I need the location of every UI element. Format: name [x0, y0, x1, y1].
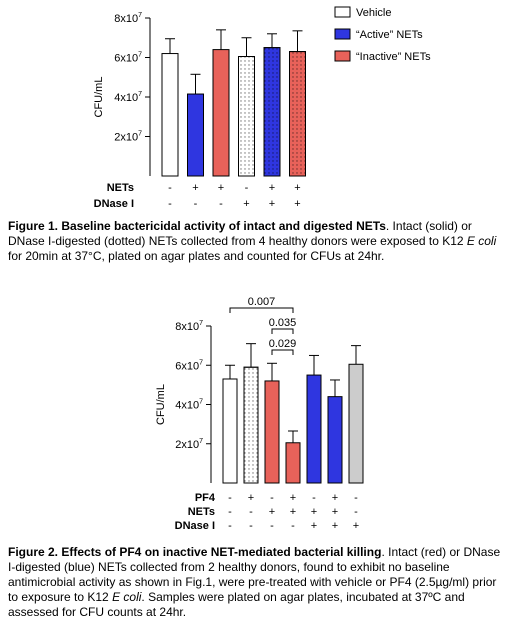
figure-1-condition-sign: - [245, 182, 249, 194]
figure-2-condition-sign: + [248, 492, 254, 504]
figure-2-condition-sign: + [311, 520, 317, 532]
figure-1-bar [212, 49, 230, 177]
figure-2-condition-sign: - [249, 506, 253, 518]
figure-2-y-tick-label: 8x107 [175, 320, 203, 333]
figure-2-condition-sign: - [228, 506, 232, 518]
figure-2-caption: Figure 2. Effects of PF4 on inactive NET… [8, 545, 508, 620]
figure-1-condition-sign: - [168, 182, 172, 194]
figure-2-bar [222, 378, 238, 484]
figure-2-condition-sign: + [290, 492, 296, 504]
figure-2-bar [306, 374, 322, 484]
figure-1-caption-text: . Intact (solid) or DNase I-digested (do… [8, 219, 472, 248]
figure-2-condition-sign: - [228, 520, 232, 532]
figure-1-condition-sign: + [192, 182, 198, 194]
figure-2-y-axis-label: CFU/mL [155, 384, 167, 425]
figure-2-y-tick-label: 2x107 [175, 438, 203, 451]
figure-1-condition-label: DNase I [94, 198, 134, 210]
figure-2-significance-bracket [229, 307, 294, 313]
figure-1-y-tick-label: 8x107 [114, 12, 142, 25]
figure-1-condition-sign: + [294, 182, 300, 194]
figure-2-condition-sign: + [269, 506, 275, 518]
figure-1-condition-sign: + [294, 198, 300, 210]
figure-2-y-tick-label: 4x107 [175, 399, 203, 412]
figure-1-bar-dots [238, 56, 255, 177]
figure-2-caption-italic: E coli [112, 590, 142, 604]
figure-2-bar [348, 363, 364, 484]
figure-1: 2x107 4x107 6x107 8x107 CFU/mL NETs - + + - + + DNas… [0, 0, 520, 220]
figure-2-bar-dots [243, 366, 259, 484]
figure-1-condition-sign: - [168, 198, 172, 210]
figure-1-y-tick-label: 4x107 [114, 91, 142, 104]
figure-2-caption-title: Figure 2. Effects of PF4 on inactive NET… [8, 545, 382, 559]
figure-2-condition-sign: - [270, 492, 274, 504]
figure-2-caption-text: . Intact (red) or DNase I-digested (blue… [8, 545, 501, 604]
figure-2-condition-sign: + [332, 506, 338, 518]
figure-2-condition-sign: + [290, 506, 296, 518]
figure-1-bar [161, 53, 179, 177]
figure-1-condition-sign: - [194, 198, 198, 210]
figure-2: 2x107 4x107 6x107 8x107 CFU/mL PF4- + - + - + - NETs… [0, 292, 520, 549]
figure-2-condition-sign: + [353, 520, 359, 532]
figure-2-condition-sign: - [291, 520, 295, 532]
figure-1-legend-swatch [334, 50, 351, 62]
figure-2-condition-sign: + [311, 506, 317, 518]
figure-2-condition-sign: + [332, 520, 338, 532]
figure-1-bar [187, 93, 204, 177]
figure-2-condition-sign: - [354, 492, 358, 504]
figure-2-condition-sign: - [270, 520, 274, 532]
figure-1-caption-title: Figure 1. Baseline bactericidal activity… [8, 219, 386, 233]
figure-1-legend-label: “Inactive” NETs [356, 51, 431, 63]
figure-1-bar-dots [289, 51, 306, 177]
figure-2-condition-sign: + [332, 492, 338, 504]
figure-1-condition-sign: + [243, 198, 249, 210]
figure-1-chart: 2x107 4x107 6x107 8x107 CFU/mL NETs - + + - + + DNas… [93, 6, 431, 210]
figure-2-p-value: 0.007 [248, 296, 276, 308]
figure-2-condition-label: NETs [188, 506, 215, 518]
figure-2-y-tick-label: 6x107 [175, 359, 203, 372]
figure-2-bar [285, 442, 301, 484]
figure-1-y-axis-label: CFU/mL [93, 77, 105, 118]
figure-2-caption-text-end: . Samples were plated on agar plates, in… [8, 590, 465, 619]
figure-1-y-tick-label: 2x107 [114, 131, 142, 144]
figure-2-condition-sign: - [312, 492, 316, 504]
figure-2-condition-sign: - [249, 520, 253, 532]
figure-2-bar [327, 396, 343, 484]
figure-1-legend-swatch [334, 6, 351, 18]
figure-2-condition-sign: - [354, 506, 358, 518]
figure-1-condition-sign: + [269, 198, 275, 210]
figure-2-bar [264, 380, 280, 484]
figure-2-condition-sign: - [228, 492, 232, 504]
figure-1-condition-label: NETs [107, 182, 134, 194]
figure-1-legend-swatch [334, 28, 351, 40]
figure-1-bar-dots [263, 47, 281, 177]
figure-1-caption: Figure 1. Baseline bactericidal activity… [8, 219, 508, 264]
figure-1-caption-text-end: for 20min at 37°C, plated on agar plates… [8, 249, 385, 263]
figure-2-significance-bracket [271, 349, 294, 355]
figure-1-legend-label: Vehicle [356, 7, 391, 19]
figure-1-caption-italic: E coli [466, 234, 497, 248]
figure-1-condition-sign: - [219, 198, 223, 210]
figure-1-condition-sign: + [269, 182, 275, 194]
figure-2-condition-label: DNase I [175, 520, 215, 532]
figure-2-significance-bracket [271, 328, 294, 334]
figure-2-condition-label: PF4 [195, 492, 216, 504]
figure-2-p-value: 0.035 [269, 317, 297, 329]
figure-1-y-tick-label: 6x107 [114, 52, 142, 65]
figure-2-p-value: 0.029 [269, 338, 297, 350]
figure-1-legend-label: “Active” NETs [356, 29, 423, 41]
figure-1-condition-sign: + [218, 182, 224, 194]
